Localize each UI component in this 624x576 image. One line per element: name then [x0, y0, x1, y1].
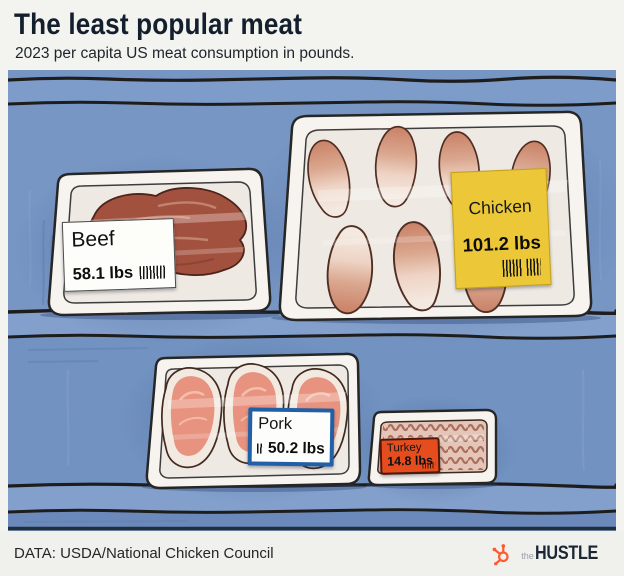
data-source: DATA: USDA/National Chicken Council: [14, 545, 274, 562]
barcode-icon: [502, 259, 523, 277]
price-label-chicken: Chicken 101.2 lbs: [450, 167, 552, 290]
page-title: The least popular meat: [14, 8, 303, 41]
fridge-illustration: Beef 58.1 lbs Chicken 101.2 lbs Pork 50.…: [8, 70, 616, 531]
meat-name-chicken: Chicken: [468, 195, 533, 219]
barcode-icon: [138, 265, 167, 280]
brand-prefix: the: [521, 550, 534, 561]
page-subtitle: 2023 per capita US meat consumption in p…: [15, 45, 355, 62]
meat-value-pork: 50.2 lbs: [267, 439, 325, 458]
header: The least popular meat 2023 per capita U…: [0, 0, 624, 70]
price-label-beef: Beef 58.1 lbs: [61, 218, 177, 292]
price-label-turkey: Turkey 14.8 lbs: [379, 437, 441, 475]
meat-value-beef: 58.1 lbs: [72, 263, 134, 284]
price-label-pork: Pork 50.2 lbs: [247, 407, 335, 467]
meat-value-chicken: 101.2 lbs: [462, 231, 542, 256]
barcode-icon: [526, 258, 542, 276]
hubspot-sprocket-icon: [492, 543, 509, 565]
brand-name: HUSTLE: [534, 542, 598, 564]
hustle-logo: the HUSTLE: [490, 542, 609, 566]
meat-name-pork: Pork: [258, 414, 293, 434]
barcode-icon: [256, 443, 264, 454]
footer: DATA: USDA/National Chicken Council the H…: [0, 531, 624, 576]
barcode-icon: [422, 462, 436, 469]
meat-name-beef: Beef: [71, 227, 116, 252]
